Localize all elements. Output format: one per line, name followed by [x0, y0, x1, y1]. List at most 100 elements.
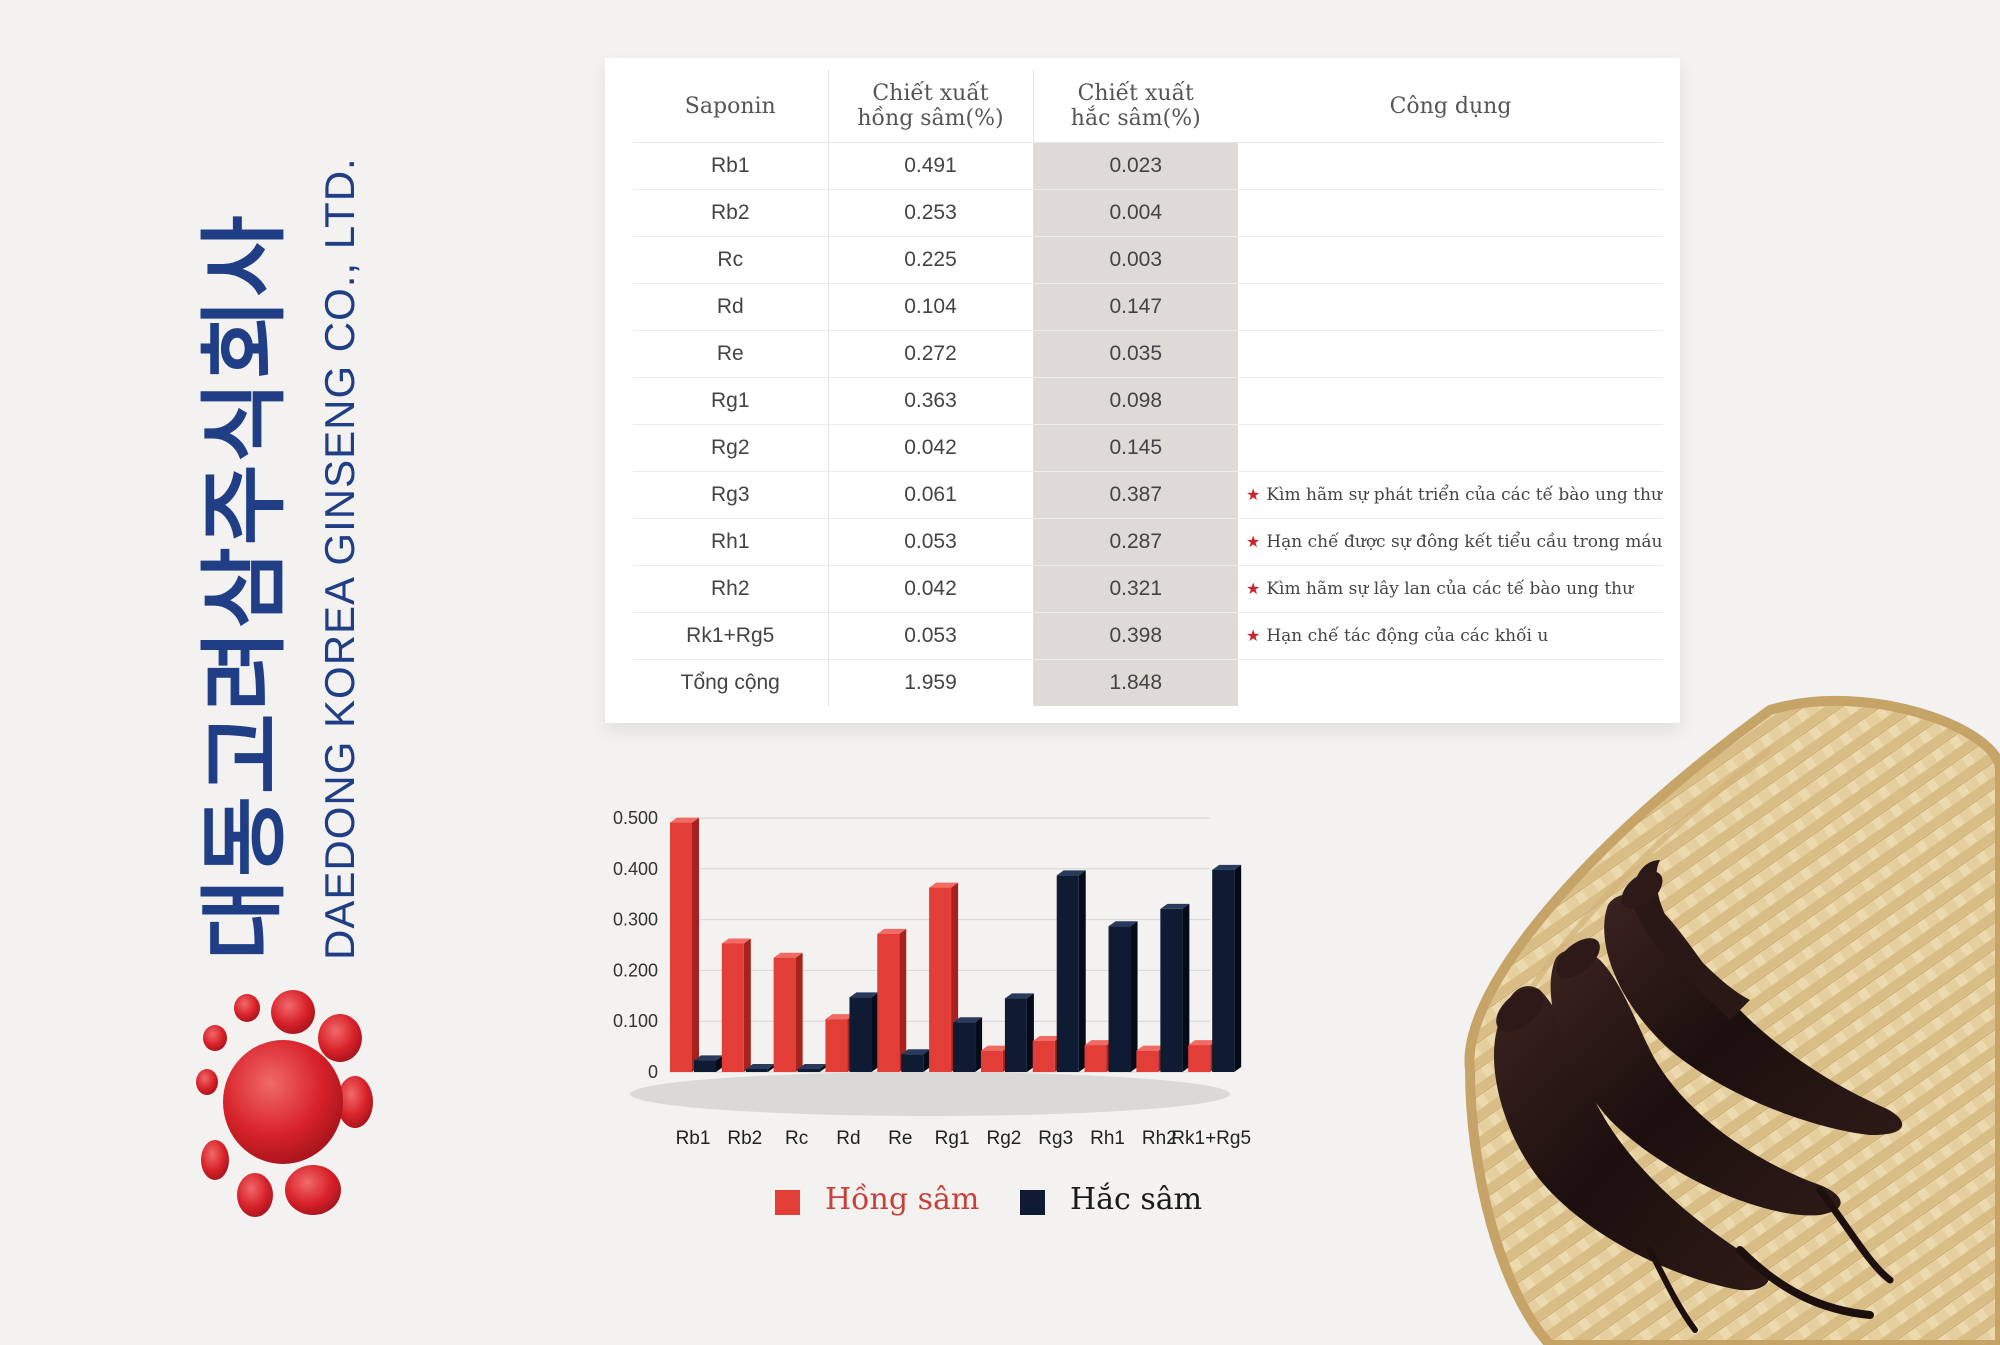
- paw-logo-icon: [196, 990, 373, 1217]
- bar-hac-sam: [694, 1060, 716, 1072]
- bar-side: [767, 1064, 775, 1072]
- legend-label-red: Hồng sâm: [825, 1182, 980, 1217]
- chart-floor-shadow: [630, 1072, 1230, 1116]
- saponin-name-cell: Rh2: [633, 565, 829, 613]
- bar-side: [795, 952, 803, 1072]
- x-tick-label: Rk1+Rg5: [1171, 1128, 1251, 1149]
- brand-english-name: DAEDONG KOREA GINSENG CO., LTD.: [316, 157, 363, 960]
- red-extract-cell: 0.253: [828, 189, 1034, 237]
- black-extract-cell: 0.398: [1033, 612, 1238, 660]
- total-label-cell: Tổng cộng: [633, 659, 829, 706]
- header-red-extract: Chiết xuất hồng sâm(%): [828, 70, 1034, 143]
- brand-text: 대동고려삼주식회사 DAEDONG KOREA GINSENG CO., LTD…: [193, 130, 375, 960]
- x-tick-label: Rg1: [935, 1128, 970, 1149]
- bar-top: [1004, 993, 1034, 999]
- use-text: Kìm hãm sự phát triển của các tế bào ung…: [1266, 485, 1662, 505]
- y-tick-label: 0.300: [613, 910, 658, 930]
- use-cell: [1238, 189, 1663, 237]
- black-extract-cell: 0.321: [1033, 565, 1238, 613]
- black-ginseng-tray-image: [1464, 695, 2000, 1345]
- red-extract-cell: 0.225: [828, 236, 1034, 284]
- bar-top: [670, 817, 699, 823]
- black-extract-cell: 0.004: [1033, 189, 1238, 237]
- star-icon: ★: [1246, 532, 1261, 551]
- table-row: Rh2 0.042 0.321 ★ Kìm hãm sự lây lan của các…: [633, 565, 1663, 613]
- black-extract-cell: 0.035: [1033, 330, 1238, 378]
- x-tick-label: Rd: [836, 1128, 860, 1149]
- table-row: Re 0.272 0.035: [633, 330, 1663, 378]
- bar-side: [692, 817, 699, 1072]
- y-tick-label: 0.400: [613, 859, 658, 879]
- bar-top: [1032, 1036, 1062, 1042]
- table-row: Rg2 0.042 0.145: [633, 424, 1663, 472]
- total-red-cell: 1.959: [828, 659, 1034, 706]
- bar-hac-sam: [953, 1022, 976, 1072]
- red-extract-cell: 0.053: [828, 518, 1034, 566]
- x-tick-label: Rh2: [1142, 1128, 1177, 1149]
- table-row: Rk1+Rg5 0.053 0.398 ★ Hạn chế tác động của c…: [633, 612, 1663, 660]
- red-extract-cell: 0.061: [828, 471, 1034, 519]
- bar-hac-sam: [1108, 926, 1131, 1072]
- bar-top: [877, 928, 907, 934]
- x-tick-label: Re: [888, 1128, 912, 1149]
- bar-hong-sam: [877, 933, 900, 1072]
- header-saponin-label: Saponin: [684, 93, 776, 119]
- bar-hong-sam: [1136, 1050, 1159, 1072]
- bar-top: [1188, 1040, 1218, 1046]
- bar-hac-sam: [1212, 869, 1235, 1072]
- black-extract-cell: 0.145: [1033, 424, 1238, 472]
- table-row: Rh1 0.053 0.287 ★ Hạn chế được sự đông kết t…: [633, 518, 1663, 566]
- black-extract-cell: 0.147: [1033, 283, 1238, 331]
- bar-top: [901, 1049, 931, 1055]
- brand-logo: 대동고려삼주식회사 DAEDONG KOREA GINSENG CO., LTD…: [193, 130, 375, 960]
- header-use: Công dụng: [1238, 70, 1663, 143]
- bar-top: [773, 952, 803, 958]
- black-ginseng-roots: [1493, 860, 1903, 1333]
- bar-side: [923, 1049, 931, 1072]
- use-cell: ★ Hạn chế tác động của các khối u: [1238, 612, 1663, 660]
- legend-swatch-red: [775, 1190, 800, 1215]
- header-red-line1: Chiết xuất: [872, 81, 989, 106]
- y-tick-label: 0.500: [613, 808, 658, 828]
- bar-top: [849, 992, 879, 998]
- bar-top: [1212, 864, 1242, 870]
- bar-side: [975, 1017, 983, 1072]
- use-cell: ★ Hạn chế được sự đông kết tiểu cầu trong…: [1238, 518, 1663, 566]
- black-extract-cell: 0.023: [1033, 142, 1238, 190]
- bar-hong-sam: [721, 943, 744, 1072]
- bar-side: [871, 992, 879, 1072]
- red-extract-cell: 0.272: [828, 330, 1034, 378]
- use-text: Kìm hãm sự lây lan của các tế bào ung th…: [1266, 579, 1634, 599]
- star-icon: ★: [1246, 579, 1261, 598]
- bar-hac-sam: [797, 1069, 820, 1072]
- bar-top: [721, 938, 751, 944]
- use-cell: [1238, 377, 1663, 425]
- use-cell: ★ Kìm hãm sự lây lan của các tế bào ung t…: [1238, 565, 1663, 613]
- table-row: Rb2 0.253 0.004: [633, 189, 1663, 237]
- use-cell: ★ Kìm hãm sự phát triển của các tế bào un…: [1238, 471, 1663, 519]
- bar-side: [1078, 870, 1086, 1072]
- table-row: Rc 0.225 0.003: [633, 236, 1663, 284]
- header-use-label: Công dụng: [1389, 93, 1512, 119]
- bar-top: [694, 1055, 723, 1061]
- x-tick-label: Rc: [785, 1128, 808, 1149]
- red-extract-cell: 0.042: [828, 424, 1034, 472]
- total-black-cell: 1.848: [1033, 659, 1238, 706]
- legend-swatch-black: [1020, 1190, 1045, 1215]
- table-row: Rg1 0.363 0.098: [633, 377, 1663, 425]
- star-icon: ★: [1246, 626, 1261, 645]
- x-tick-label: Rb1: [676, 1128, 711, 1149]
- black-extract-cell: 0.287: [1033, 518, 1238, 566]
- use-cell: [1238, 330, 1663, 378]
- use-cell: [1238, 283, 1663, 331]
- bar-hong-sam: [929, 887, 952, 1072]
- saponin-name-cell: Rh1: [633, 518, 829, 566]
- saponin-name-cell: Rb1: [633, 142, 829, 190]
- bar-hac-sam: [849, 997, 872, 1072]
- bar-hac-sam: [1160, 908, 1183, 1072]
- y-tick-label: 0: [648, 1062, 658, 1082]
- bar-top: [1136, 1045, 1166, 1051]
- black-extract-cell: 0.098: [1033, 377, 1238, 425]
- bar-top: [953, 1017, 983, 1023]
